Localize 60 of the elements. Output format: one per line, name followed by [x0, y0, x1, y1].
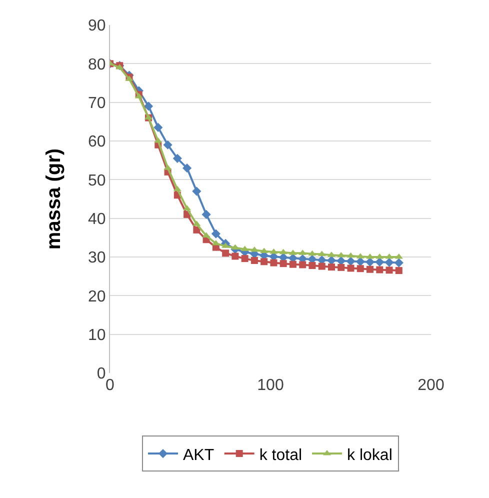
- point: [232, 252, 239, 260]
- y-tick-label: 30: [88, 250, 106, 267]
- y-tick-label: 70: [88, 94, 106, 112]
- point: [299, 261, 306, 268]
- point: [260, 258, 268, 266]
- y-tick-label: 10: [88, 326, 106, 344]
- point: [163, 140, 172, 150]
- point: [222, 250, 230, 257]
- point: [356, 257, 365, 266]
- x-tick-label: 100: [257, 377, 284, 394]
- y-axis-title: massa (gr): [43, 148, 65, 250]
- point: [211, 229, 220, 238]
- point: [366, 266, 374, 273]
- legend-label: k total: [259, 446, 302, 464]
- point: [308, 262, 316, 270]
- point: [172, 154, 182, 163]
- point: [326, 256, 336, 266]
- x-tick-label: 200: [418, 377, 444, 394]
- y-tick-label: 40: [88, 210, 106, 228]
- y-tick-label: 60: [88, 134, 106, 151]
- point: [154, 122, 163, 132]
- point: [202, 210, 211, 220]
- point: [212, 240, 220, 246]
- point: [241, 255, 248, 262]
- point: [346, 252, 355, 258]
- y-tick-label: 80: [88, 56, 106, 74]
- point: [144, 102, 154, 111]
- point: [280, 260, 287, 268]
- point: [384, 258, 394, 267]
- point: [337, 252, 346, 258]
- point: [192, 186, 202, 196]
- point: [376, 266, 384, 274]
- point: [270, 259, 278, 266]
- point: [240, 246, 249, 252]
- point: [338, 264, 345, 271]
- point: [347, 264, 354, 272]
- point: [328, 264, 335, 271]
- point: [289, 260, 296, 268]
- y-tick-label: 50: [88, 172, 106, 190]
- legend-label: k lokal: [347, 446, 392, 464]
- legend-label: AKT: [183, 446, 214, 464]
- point: [270, 248, 278, 254]
- point: [394, 258, 404, 268]
- point: [279, 248, 288, 254]
- y-tick-label: 90: [88, 18, 106, 35]
- y-tick-label: 0: [96, 366, 106, 383]
- point: [395, 267, 402, 274]
- point: [308, 250, 316, 256]
- point: [375, 257, 384, 267]
- point: [173, 186, 182, 192]
- point: [356, 265, 364, 272]
- point: [318, 250, 326, 256]
- point: [318, 262, 326, 270]
- point: [182, 164, 192, 173]
- point: [346, 256, 356, 266]
- point: [193, 226, 200, 234]
- point: [386, 266, 393, 274]
- point: [365, 257, 375, 267]
- y-tick-label: 20: [88, 288, 106, 306]
- point: [250, 256, 258, 264]
